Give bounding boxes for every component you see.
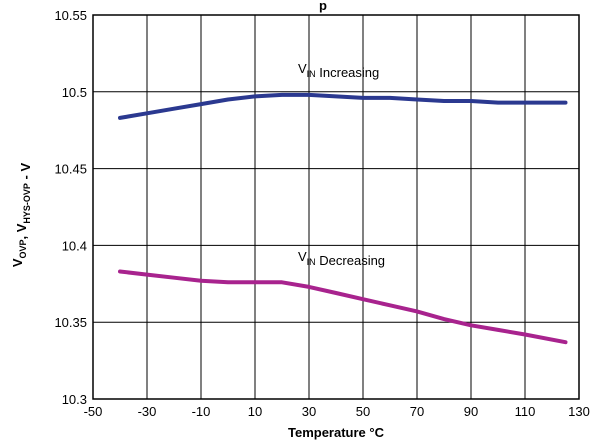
y-tick-label: 10.3 [62, 392, 87, 407]
x-tick-label: 130 [568, 404, 590, 419]
annotation-vin-increasing: VIN Increasing [298, 61, 379, 80]
x-tick-label: 50 [356, 404, 370, 419]
x-tick-label: 10 [248, 404, 262, 419]
x-tick-label: 90 [464, 404, 478, 419]
plot-frame [92, 14, 580, 400]
x-tick-label: 30 [302, 404, 316, 419]
x-tick-label: -30 [138, 404, 157, 419]
y-tick-label: 10.4 [62, 238, 87, 253]
x-tick-label: -10 [192, 404, 211, 419]
x-tick-label: 70 [410, 404, 424, 419]
y-tick-label: 10.35 [54, 315, 87, 330]
chart-title-fragment: p [319, 0, 327, 13]
y-tick-label: 10.45 [54, 162, 87, 177]
series-line-vin-decreasing [118, 269, 568, 345]
annotation-vin-decreasing: VIN Decreasing [298, 249, 385, 268]
x-tick-label: 110 [515, 404, 536, 419]
y-tick-label: 10.55 [54, 8, 87, 23]
y-tick-label: 10.5 [62, 85, 87, 100]
y-axis-title: VOVP, VHYS-OVP - V [10, 163, 33, 268]
series-annotations: VIN Increasing VIN Decreasing [298, 61, 385, 268]
series-layer [118, 92, 568, 345]
x-tick-label: -50 [84, 404, 103, 419]
tick-labels: -50 -30 -10 10 30 50 70 90 110 130 10.3 10.35 10.4 10… [54, 8, 589, 419]
series-line-vin-increasing [118, 92, 568, 120]
x-axis-title: Temperature °C [288, 425, 385, 440]
